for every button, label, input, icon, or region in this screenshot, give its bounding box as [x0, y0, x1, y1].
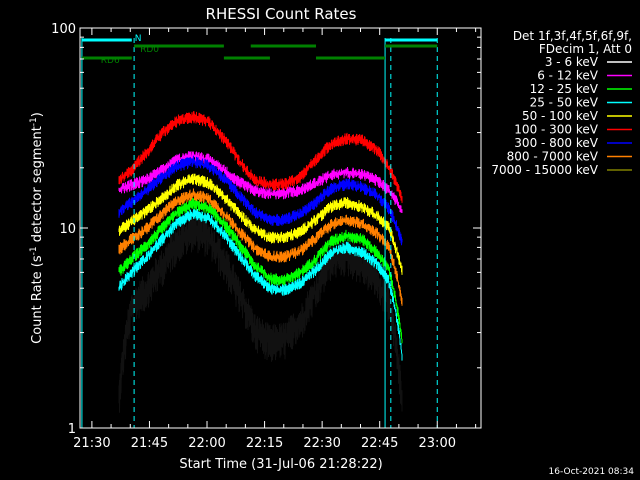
legend-header-detectors: Det 1f,3f,4f,5f,6f,9f,	[513, 29, 632, 43]
x-tick-label: 22:15	[246, 436, 283, 451]
y-axis: 1 10 100	[51, 22, 481, 437]
legend-entry-label: 6 - 12 keV	[537, 69, 599, 83]
y-tick-label: 10	[59, 222, 76, 237]
legend-header-decimation: FDecim 1, Att 0	[539, 42, 632, 56]
y-axis-title: Count Rate (s-1 detector segment-1)	[29, 112, 45, 344]
series-line	[118, 188, 403, 306]
series-line	[118, 173, 403, 275]
legend-entry-label: 7000 - 15000 keV	[491, 163, 598, 177]
legend-entry-label: 3 - 6 keV	[545, 55, 599, 69]
flag-label-rd0: RD0	[140, 45, 159, 55]
x-axis: 21:30 21:45 22:00 22:15 22:30 22:45 23:00	[73, 28, 477, 451]
x-tick-label: 21:45	[131, 436, 168, 451]
x-tick-label: 22:30	[303, 436, 340, 451]
y-axis-title-part1: Count Rate (s	[30, 255, 45, 344]
legend-entry-label: 25 - 50 keV	[530, 96, 599, 110]
legend-entry-label: 300 - 800 keV	[514, 136, 598, 150]
series-line	[118, 111, 403, 203]
legend: Det 1f,3f,4f,5f,6f,9f, FDecim 1, Att 0 3…	[491, 29, 632, 177]
series-layer	[118, 111, 403, 413]
y-axis-title-sup2: -1	[29, 117, 39, 126]
legend-entry-label: 12 - 25 keV	[530, 82, 599, 96]
y-axis-title-part3: )	[30, 112, 45, 117]
legend-entry-label: 50 - 100 keV	[522, 109, 599, 123]
chart-title: RHESSI Count Rates	[206, 5, 357, 23]
x-tick-label: 23:00	[419, 436, 456, 451]
series-line	[118, 208, 403, 361]
series-line	[118, 155, 403, 246]
flag-label-rd6: RD6	[101, 56, 120, 66]
legend-entry-label: 800 - 7000 keV	[507, 150, 599, 164]
x-axis-title: Start Time (31-Jul-06 21:28:22)	[179, 457, 382, 472]
series-line	[118, 197, 403, 344]
timestamp: 16-Oct-2021 08:34	[549, 467, 635, 477]
x-tick-label: 21:30	[73, 436, 110, 451]
flag-label-n: N	[135, 34, 142, 44]
y-tick-label: 1	[68, 422, 76, 437]
x-tick-label: 22:45	[361, 436, 398, 451]
attenuator-lines	[81, 38, 438, 428]
y-axis-title-part2: detector segment	[30, 126, 45, 246]
x-tick-label: 22:00	[188, 436, 225, 451]
legend-entry-label: 100 - 300 keV	[514, 123, 598, 137]
y-axis-title-sup1: -1	[29, 246, 39, 255]
y-tick-label: 100	[51, 22, 76, 37]
